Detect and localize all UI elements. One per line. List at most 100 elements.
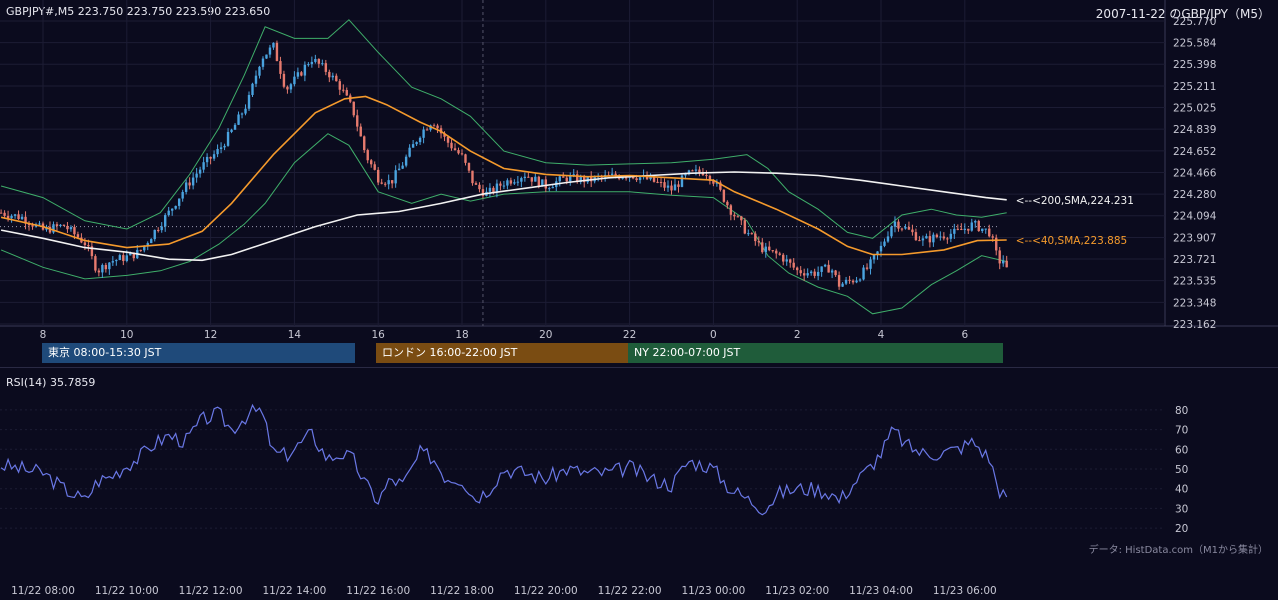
candle-body [254,75,258,84]
candle-body [233,124,237,130]
candle-body [733,214,736,217]
candle-body [321,63,324,65]
candle-body [635,178,638,181]
candle-body [366,150,369,161]
candle-body [212,154,216,159]
candle-body [216,148,219,155]
candle-body [516,181,520,183]
candle-body [998,250,1001,264]
pane-separator [0,367,1278,368]
candle-body [673,184,677,191]
candle-body [816,271,820,276]
candle-body [338,81,341,90]
candle-body [69,227,73,230]
candle-body [534,176,537,182]
candle-body [897,221,900,229]
candle-body [621,177,624,179]
price-chart: 225.770 225.584 225.398 225.211 225.025 224.8… [0,0,1278,340]
candle-body [478,184,481,190]
rsi-time-label: 11/22 16:00 [346,585,410,597]
candle-body [886,236,890,242]
candle-body [6,215,10,219]
time-tick-label: 10 [120,329,133,340]
candle-body [869,259,872,269]
price-tick-label: 224.839 [1173,124,1216,136]
candle-body [303,64,307,76]
candle-body [177,198,181,206]
candle-body [495,183,499,193]
candle-body [390,180,394,184]
candle-body [949,233,953,239]
candle-body [352,101,355,116]
candle-body [970,222,973,231]
rsi-time-label: 11/22 18:00 [430,585,494,597]
candle-body [802,273,806,276]
candle-body [520,178,523,182]
rsi-time-label: 11/22 10:00 [95,585,159,597]
candle-body [768,246,771,251]
candle-body [963,228,966,230]
candle-body [506,180,509,186]
candle-body [226,131,230,146]
time-tick-label: 4 [878,329,885,340]
candle-body [719,182,722,190]
candle-body [586,175,589,183]
candle-body [261,58,265,67]
candle-body [813,271,816,276]
candle-body [317,58,321,64]
candle-body [698,169,701,173]
candle-body [551,187,554,189]
rsi-line [0,403,1008,516]
candle-body [579,176,582,183]
candle-body [729,205,733,215]
candle-body [143,245,146,251]
sma-40-line [0,95,1007,256]
candle-body [893,221,897,227]
time-tick-label: 22 [623,329,636,340]
candle-body [230,129,233,132]
candle-body [914,232,918,241]
candle-body [310,61,314,65]
candle-body [855,280,858,283]
candle-body [108,262,111,270]
candle-body [157,229,160,231]
candle-body [530,177,534,182]
candle-body [995,237,998,251]
candle-body [83,242,87,246]
candle-body [851,280,855,283]
candle-body [865,267,869,269]
time-tick-label: 18 [455,329,468,340]
candle-body [670,185,673,191]
candle-body [38,223,41,225]
bollinger-upper-line [0,19,1007,239]
candle-body [97,270,101,273]
candle-body [471,170,474,184]
candle-body [907,227,911,230]
candle-body [10,215,13,219]
rsi-time-label: 11/23 02:00 [765,585,829,597]
candle-body [614,173,617,177]
candle-body [883,241,886,246]
candle-body [356,115,359,127]
price-tick-label: 225.025 [1173,103,1216,115]
candle-body [401,165,404,169]
price-tick-label: 225.398 [1173,59,1216,71]
candle-body [610,173,614,175]
price-tick-label: 223.162 [1173,319,1216,331]
candle-body [572,174,575,176]
rsi-tick-label: 40 [1175,484,1188,496]
candle-body [457,150,460,154]
candle-body [115,260,118,262]
candle-body [324,63,328,72]
candle-body [939,236,942,238]
price-tick-label: 224.466 [1173,168,1217,180]
candle-body [548,188,551,190]
candle-body [687,170,691,175]
candle-body [806,273,809,276]
price-tick-label: 225.211 [1173,81,1216,93]
candle-body [754,233,757,242]
candle-body [160,226,163,231]
candle-body [708,175,712,181]
candle-body [876,251,879,255]
sma-40-label: <--<40,SMA,223.885 [1016,235,1128,247]
